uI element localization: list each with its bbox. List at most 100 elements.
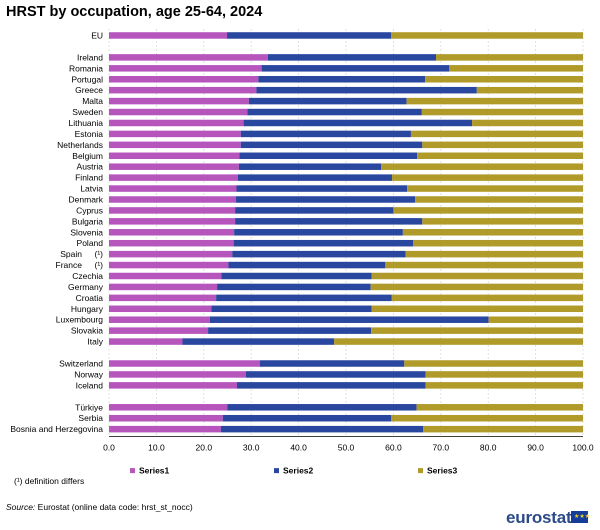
bar-segment <box>425 382 583 389</box>
category-label: Slovenia <box>70 227 103 237</box>
category-label: Croatia <box>76 293 104 303</box>
x-tick-label: 40.0 <box>290 443 307 453</box>
bar-segment <box>109 207 236 214</box>
bar-segment <box>109 272 222 280</box>
x-tick-label: 10.0 <box>148 443 165 453</box>
bar-segment <box>425 76 583 83</box>
bar-segment <box>109 360 260 367</box>
bar-segment <box>476 86 583 94</box>
bar-segment <box>109 32 228 39</box>
bar-segment <box>222 414 392 422</box>
bar-segment <box>227 404 417 411</box>
bar-segment <box>109 239 234 247</box>
category-label: Luxembourg <box>56 315 104 325</box>
bar-segment <box>109 404 228 411</box>
bar-segment <box>209 316 489 323</box>
category-label: Portugal <box>71 74 103 84</box>
bar-segment <box>243 119 473 127</box>
category-label: Ireland <box>77 52 103 62</box>
bar-segment <box>422 218 583 225</box>
bar-segment <box>109 305 212 313</box>
x-tick-label: 20.0 <box>196 443 213 453</box>
bar-segment <box>404 360 583 367</box>
category-label: Czechia <box>72 271 103 281</box>
bar-segment <box>449 65 583 72</box>
bar-segment <box>413 239 583 247</box>
bar-segment <box>235 207 394 214</box>
bar-segment <box>232 250 406 258</box>
bar-segment <box>402 229 583 236</box>
bar-segment <box>109 174 238 181</box>
chart-title: HRST by occupation, age 25-64, 2024 <box>6 4 263 20</box>
x-tick-label: 80.0 <box>480 443 497 453</box>
category-label: Hungary <box>71 304 104 314</box>
category-label: France <box>56 260 83 270</box>
x-tick-label: 60.0 <box>385 443 402 453</box>
x-tick-label: 0.0 <box>103 443 115 453</box>
bar-segment <box>228 261 386 269</box>
category-label: Cyprus <box>76 205 103 215</box>
bar-segment <box>109 185 237 192</box>
bar-segment <box>391 174 583 181</box>
bar-segment <box>109 196 237 203</box>
bar-segment <box>217 283 371 291</box>
category-label: Spain <box>60 249 82 259</box>
bar-segment <box>405 250 583 258</box>
bar-segment <box>423 425 583 433</box>
legend-swatch <box>418 468 423 474</box>
bar-segment <box>421 108 583 116</box>
bar-segment <box>240 141 423 149</box>
bar-segment <box>109 414 223 422</box>
bar-segment <box>267 54 437 61</box>
category-label: Iceland <box>76 380 104 390</box>
bar-segment <box>109 229 235 236</box>
bar-segment <box>472 119 583 127</box>
source-label: Source: <box>6 502 36 512</box>
category-label: EU <box>91 30 103 40</box>
x-tick-label: 100.0 <box>572 443 594 453</box>
category-label: Austria <box>77 162 104 172</box>
bar-segment <box>109 119 244 127</box>
bar-segment <box>211 305 372 313</box>
bar-segment <box>221 272 372 280</box>
bar-segment <box>109 261 229 269</box>
eu-flag-icon: ★★★ <box>571 511 590 523</box>
category-label: Netherlands <box>57 140 103 150</box>
bar-segment <box>109 425 221 433</box>
bar-segment <box>237 174 392 181</box>
category-label: Germany <box>68 282 104 292</box>
bar-segment <box>235 218 423 225</box>
bar-segment <box>391 32 583 39</box>
bar-segment <box>109 283 218 291</box>
category-label: Switzerland <box>59 359 103 369</box>
source-text: Eurostat (online data code: hrst_st_nocc… <box>37 502 193 512</box>
bar-segment <box>425 371 583 378</box>
legend-label: Series3 <box>427 466 458 476</box>
bar-segment <box>238 163 382 170</box>
bar-segment <box>245 371 426 378</box>
bar-segment <box>208 327 372 334</box>
category-label: Malta <box>82 96 103 106</box>
category-label: Türkiye <box>75 402 103 412</box>
bar-segment <box>391 414 583 422</box>
x-tick-label: 50.0 <box>338 443 355 453</box>
category-annotation: (¹) <box>95 249 104 259</box>
bar-segment <box>109 97 249 105</box>
legend-swatch <box>274 468 279 474</box>
bar-segment <box>109 316 210 323</box>
bar-segment <box>261 65 450 72</box>
bar-segment <box>109 108 248 116</box>
bar-segment <box>385 261 583 269</box>
category-label: Slovakia <box>71 326 103 336</box>
category-label: Bulgaria <box>72 216 103 226</box>
bar-segment <box>393 207 583 214</box>
bar-segment <box>416 404 583 411</box>
bar-segment <box>236 196 416 203</box>
bar-segment <box>256 86 477 94</box>
bar-segment <box>381 163 583 170</box>
bar-segment <box>233 239 414 247</box>
legend-label: Series1 <box>139 466 170 476</box>
bar-segment <box>236 185 408 192</box>
bar-segment <box>109 76 259 83</box>
